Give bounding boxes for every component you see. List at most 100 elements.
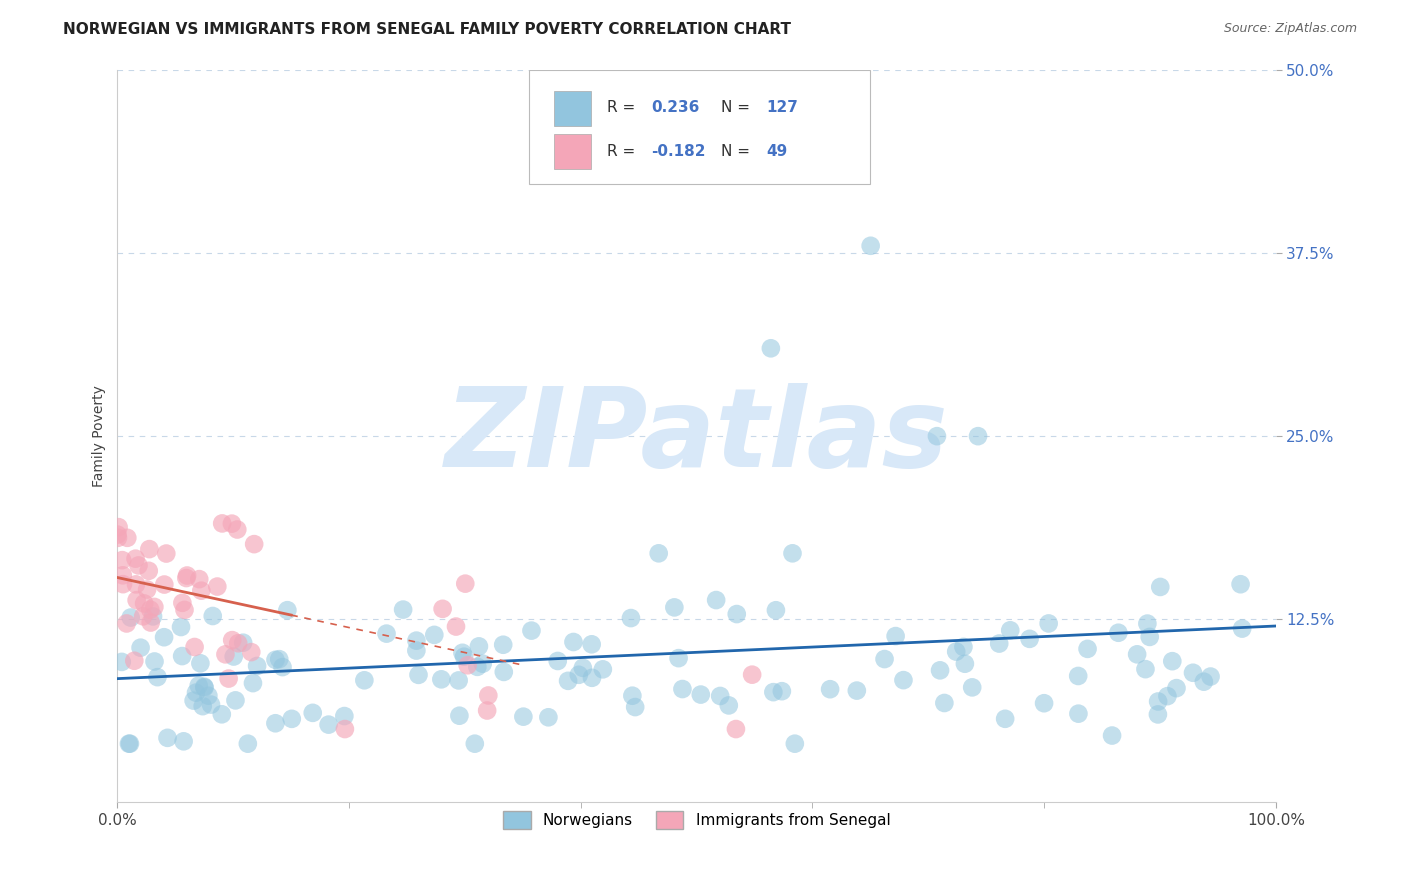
Point bbox=[139, 615, 162, 630]
Point bbox=[475, 704, 498, 718]
Point bbox=[765, 603, 787, 617]
Point bbox=[477, 689, 499, 703]
Point bbox=[468, 640, 491, 654]
Bar bbox=[554, 134, 592, 169]
Point bbox=[465, 660, 488, 674]
Point bbox=[107, 520, 129, 534]
Point bbox=[211, 516, 233, 531]
Text: ZIPatlas: ZIPatlas bbox=[444, 383, 949, 490]
Point bbox=[125, 593, 148, 607]
Text: 49: 49 bbox=[766, 144, 787, 159]
Point bbox=[929, 663, 952, 677]
Point bbox=[118, 737, 141, 751]
Point bbox=[408, 668, 430, 682]
Point bbox=[704, 593, 727, 607]
Point bbox=[724, 722, 747, 736]
Point bbox=[572, 661, 595, 675]
Point bbox=[115, 616, 138, 631]
Point bbox=[934, 696, 956, 710]
Text: N =: N = bbox=[721, 144, 749, 159]
Point bbox=[1230, 622, 1253, 636]
Point bbox=[845, 683, 868, 698]
Point bbox=[1147, 694, 1170, 708]
Point bbox=[568, 668, 591, 682]
Point bbox=[818, 682, 841, 697]
Point bbox=[111, 655, 134, 669]
Point bbox=[783, 737, 806, 751]
Point bbox=[1149, 580, 1171, 594]
Point bbox=[128, 558, 150, 573]
Point bbox=[1139, 630, 1161, 644]
Point bbox=[214, 648, 236, 662]
Point bbox=[562, 635, 585, 649]
Point bbox=[243, 537, 266, 551]
Point bbox=[153, 630, 176, 644]
Point bbox=[190, 583, 212, 598]
Point bbox=[762, 685, 785, 699]
Point bbox=[664, 600, 686, 615]
Point bbox=[153, 577, 176, 591]
Point bbox=[134, 596, 156, 610]
Point bbox=[240, 645, 263, 659]
Point bbox=[232, 636, 254, 650]
Point bbox=[155, 547, 177, 561]
Point bbox=[269, 652, 291, 666]
Point bbox=[967, 429, 990, 443]
Point bbox=[717, 698, 740, 713]
Point bbox=[464, 737, 486, 751]
Point bbox=[138, 564, 160, 578]
Point bbox=[1147, 707, 1170, 722]
Point bbox=[221, 633, 243, 648]
Point bbox=[1166, 681, 1188, 695]
Point bbox=[449, 708, 471, 723]
Text: 0.236: 0.236 bbox=[651, 100, 700, 115]
Point bbox=[1136, 616, 1159, 631]
Text: Source: ZipAtlas.com: Source: ZipAtlas.com bbox=[1223, 22, 1357, 36]
Point bbox=[759, 341, 782, 355]
Point bbox=[111, 553, 134, 567]
Text: N =: N = bbox=[721, 100, 749, 115]
Point bbox=[197, 689, 219, 703]
Point bbox=[172, 596, 194, 610]
Point bbox=[156, 731, 179, 745]
Point bbox=[815, 136, 838, 151]
Point bbox=[139, 602, 162, 616]
Point bbox=[454, 576, 477, 591]
Point bbox=[581, 637, 603, 651]
Point bbox=[671, 681, 693, 696]
Text: R =: R = bbox=[607, 144, 636, 159]
Point bbox=[770, 684, 793, 698]
Point bbox=[136, 582, 159, 597]
Point bbox=[187, 679, 209, 693]
Point bbox=[1101, 729, 1123, 743]
Point bbox=[112, 577, 135, 591]
Point bbox=[188, 572, 211, 586]
Point bbox=[143, 599, 166, 614]
Point bbox=[953, 657, 976, 671]
Point bbox=[120, 610, 142, 624]
Bar bbox=[554, 91, 592, 127]
Point bbox=[170, 620, 193, 634]
Point bbox=[709, 689, 731, 703]
Point bbox=[1038, 616, 1060, 631]
Point bbox=[1126, 648, 1149, 662]
Text: -0.182: -0.182 bbox=[651, 144, 706, 159]
Point bbox=[447, 673, 470, 688]
Point bbox=[176, 571, 198, 585]
Point bbox=[782, 546, 804, 560]
Point bbox=[353, 673, 375, 688]
Point bbox=[124, 654, 146, 668]
Point bbox=[193, 680, 215, 694]
Point bbox=[537, 710, 560, 724]
Point bbox=[218, 672, 240, 686]
Point bbox=[184, 686, 207, 700]
Point bbox=[884, 629, 907, 643]
Point bbox=[191, 699, 214, 714]
Point bbox=[647, 546, 669, 560]
Point bbox=[1199, 669, 1222, 683]
Point bbox=[492, 665, 515, 679]
Point bbox=[547, 654, 569, 668]
Point bbox=[200, 698, 222, 712]
Point bbox=[125, 577, 148, 591]
Point bbox=[226, 523, 249, 537]
